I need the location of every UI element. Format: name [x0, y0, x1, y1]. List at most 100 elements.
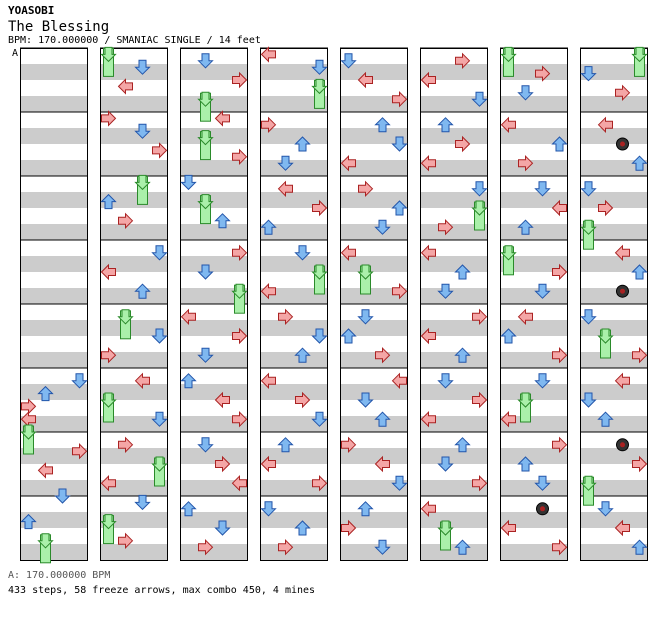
left-arrow [231, 474, 247, 492]
beat-stripe [340, 352, 408, 368]
freeze-arrow-head [20, 424, 37, 440]
beat-stripe [500, 288, 568, 304]
freeze-arrow-head [100, 392, 117, 408]
up-arrow [260, 219, 277, 235]
chart-column-frame [180, 48, 248, 561]
mine-core [620, 288, 625, 294]
right-arrow [215, 455, 231, 473]
beat-stripe [180, 96, 248, 112]
right-arrow [341, 519, 357, 537]
beat-stripe [20, 288, 88, 304]
beat-stripe [180, 544, 248, 560]
beat-stripe [580, 128, 648, 144]
down-arrow [534, 283, 551, 299]
left-arrow [420, 327, 436, 345]
beat-stripe [100, 224, 168, 240]
beat-stripe [260, 448, 328, 464]
beat-stripe [420, 544, 488, 560]
up-arrow [631, 155, 648, 171]
beat-stripe [180, 288, 248, 304]
beat-stripe [20, 416, 88, 432]
left-arrow [420, 154, 436, 172]
beat-stripe [580, 512, 648, 528]
up-arrow [454, 437, 471, 453]
beat-stripe [340, 192, 408, 208]
right-arrow [455, 52, 471, 70]
down-arrow [534, 373, 551, 389]
up-arrow [214, 213, 231, 229]
right-arrow [358, 180, 374, 198]
chart-column-frame [340, 48, 408, 561]
beat-stripe [180, 416, 248, 432]
beat-stripe [420, 160, 488, 176]
down-arrow [134, 59, 151, 75]
right-arrow [21, 398, 37, 415]
beat-stripe [420, 384, 488, 400]
left-arrow [374, 455, 390, 473]
beat-stripe [580, 64, 648, 80]
beat-stripe [500, 192, 568, 208]
down-arrow [517, 85, 534, 101]
mine-core [620, 141, 625, 147]
beat-stripe [100, 320, 168, 336]
beat-stripe [340, 96, 408, 112]
right-arrow [232, 148, 248, 166]
freeze-arrow-head [471, 200, 488, 216]
beat-stripe [580, 544, 648, 560]
beat-stripe [580, 192, 648, 208]
mine-core [620, 442, 625, 448]
beat-stripe [180, 64, 248, 80]
beat-stripe [20, 448, 88, 464]
left-arrow [214, 110, 230, 127]
down-arrow [151, 411, 168, 427]
up-arrow [340, 328, 357, 344]
left-arrow [551, 199, 567, 217]
down-arrow [134, 494, 151, 511]
beat-stripe [260, 544, 328, 560]
down-arrow [151, 245, 168, 261]
up-arrow [294, 347, 311, 363]
beat-stripe [340, 224, 408, 240]
beat-stripe [420, 448, 488, 464]
beat-stripe [420, 192, 488, 208]
beat-stripe [420, 416, 488, 432]
beat-stripe [420, 128, 488, 144]
freeze-arrow-head [597, 328, 614, 344]
left-arrow [500, 410, 516, 428]
beat-stripe [180, 320, 248, 336]
freeze-arrow-head [117, 309, 134, 325]
beat-stripe [180, 512, 248, 528]
up-arrow [517, 456, 534, 472]
right-arrow [101, 110, 117, 127]
up-arrow [517, 219, 534, 235]
freeze-arrow-head [100, 46, 117, 63]
beat-stripe [100, 96, 168, 112]
left-arrow [420, 71, 436, 89]
right-arrow [552, 436, 568, 454]
beat-stripe [340, 320, 408, 336]
down-arrow [311, 59, 328, 75]
beat-stripe [100, 544, 168, 560]
beat-stripe [580, 256, 648, 272]
down-arrow [580, 309, 597, 325]
left-arrow [100, 263, 116, 281]
chart-column-frame [580, 48, 648, 561]
freeze-arrow-head [631, 46, 648, 63]
up-arrow [37, 385, 54, 402]
up-arrow [631, 264, 648, 280]
left-arrow [260, 46, 276, 63]
down-arrow [277, 155, 294, 171]
right-arrow [232, 244, 248, 262]
freeze-arrow-head [580, 475, 597, 491]
beat-stripe [20, 96, 88, 112]
beat-stripe [340, 448, 408, 464]
freeze-arrow-head [197, 130, 214, 146]
beat-stripe [260, 224, 328, 240]
beat-stripe [340, 128, 408, 144]
down-arrow [134, 123, 151, 139]
right-arrow [598, 199, 614, 217]
beat-stripe [20, 352, 88, 368]
beat-stripe [340, 256, 408, 272]
down-arrow [391, 475, 408, 491]
down-arrow [471, 181, 488, 197]
